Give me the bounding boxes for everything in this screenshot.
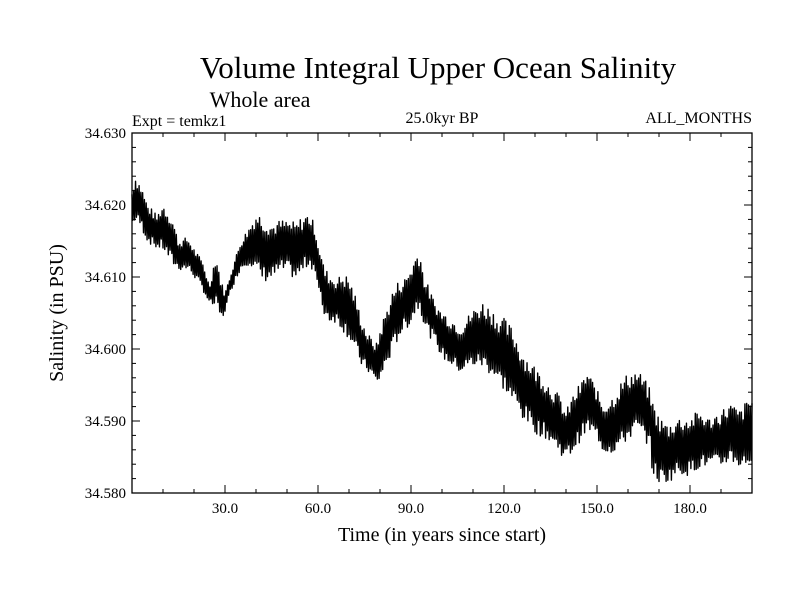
x-axis-ticks (131, 133, 753, 493)
chart-title: Volume Integral Upper Ocean Salinity (200, 50, 677, 85)
chart-subtitle: Whole area (210, 87, 311, 112)
y-tick-label: 34.630 (85, 126, 126, 142)
experiment-label: Expt = temkz1 (132, 113, 226, 130)
x-tick-label: 150.0 (580, 501, 614, 517)
y-tick-label: 34.580 (85, 486, 126, 502)
y-tick-label: 34.600 (85, 342, 126, 358)
x-axis-label: Time (in years since start) (338, 524, 546, 546)
y-tick-label: 34.620 (85, 198, 126, 214)
x-tick-label: 30.0 (212, 501, 238, 517)
y-tick-label: 34.590 (85, 414, 126, 430)
y-axis-tick-labels: 34.580 34.590 34.600 34.610 34.620 34.630 (85, 126, 126, 502)
months-label: ALL_MONTHS (645, 110, 752, 127)
x-tick-label: 180.0 (673, 501, 707, 517)
salinity-series (131, 180, 753, 483)
x-tick-label: 60.0 (305, 501, 331, 517)
x-axis-tick-labels: 30.0 60.0 90.0 120.0 150.0 180.0 (212, 501, 707, 517)
x-tick-label: 120.0 (487, 501, 521, 517)
x-tick-label: 90.0 (398, 501, 424, 517)
period-label: 25.0kyr BP (406, 110, 479, 127)
y-axis-label: Salinity (in PSU) (46, 244, 68, 382)
y-tick-label: 34.610 (85, 270, 126, 286)
series-line (131, 180, 753, 483)
